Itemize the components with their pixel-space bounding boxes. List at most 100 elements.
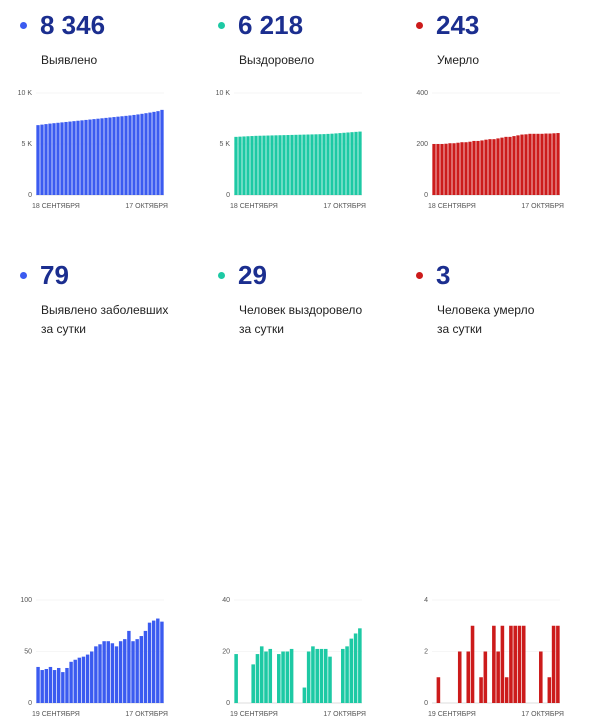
bar — [294, 134, 298, 195]
status-dot-icon — [20, 22, 27, 29]
bar — [496, 138, 500, 195]
bar — [246, 136, 250, 195]
stat-value: 79 — [40, 260, 69, 290]
x-start-label: 19 СЕНТЯБРЯ — [428, 711, 476, 718]
bar — [110, 643, 115, 703]
stat-value: 29 — [238, 260, 267, 290]
bar — [452, 143, 456, 195]
bar — [319, 648, 324, 703]
bar — [314, 134, 318, 195]
bar — [73, 659, 77, 703]
bar-chart: 10 K 5 K 018 СЕНТЯБРЯ 17 ОКТЯБРЯ — [216, 90, 366, 210]
bar — [277, 654, 281, 703]
bar — [484, 139, 488, 195]
bar — [40, 670, 44, 703]
bar — [492, 625, 496, 703]
x-end-label: 17 ОКТЯБРЯ — [323, 203, 366, 210]
bar — [278, 135, 282, 195]
bar — [322, 134, 326, 195]
stat-label-line: за сутки — [437, 322, 482, 336]
bar — [323, 648, 328, 703]
stat-label-line: Человек выздоровело — [239, 303, 363, 317]
bar — [302, 134, 306, 195]
y-tick-label: 10 K — [18, 90, 33, 97]
stat-panel-4: 79 Выявлено заболевших за сутки — [20, 250, 210, 482]
bar — [143, 630, 148, 703]
bar — [516, 135, 520, 195]
bar — [60, 122, 64, 195]
bar — [548, 133, 552, 195]
y-tick-label: 0 — [28, 700, 32, 707]
bar — [532, 133, 536, 195]
x-end-label: 17 ОКТЯБРЯ — [521, 203, 564, 210]
bar — [259, 646, 264, 703]
x-end-label: 17 ОКТЯБРЯ — [125, 203, 168, 210]
y-tick-label: 0 — [424, 700, 428, 707]
bar — [156, 111, 160, 195]
x-start-label: 18 СЕНТЯБРЯ — [428, 203, 476, 210]
bar — [160, 621, 164, 703]
bar — [432, 144, 436, 195]
bar — [108, 117, 112, 195]
bar — [266, 135, 270, 195]
bar — [254, 135, 258, 195]
bar — [504, 677, 509, 703]
stat-panel-1: 8 346 Выявлено — [20, 0, 210, 230]
bar — [436, 677, 441, 703]
stat-panel-2: 6 218 Выздоровело — [218, 0, 408, 230]
bar — [285, 651, 290, 703]
bar — [112, 117, 116, 195]
bar — [270, 135, 274, 195]
bar — [156, 618, 160, 703]
bar — [56, 667, 61, 703]
bar — [136, 114, 140, 195]
stat-value: 6 218 — [238, 10, 304, 40]
bar — [64, 121, 68, 195]
stat-label-line: за сутки — [41, 322, 86, 336]
bar — [44, 669, 49, 703]
bar — [358, 131, 362, 195]
bar — [56, 122, 60, 195]
y-tick-label: 0 — [424, 192, 428, 199]
stat-label-line: Выздоровело — [239, 53, 315, 67]
bar — [504, 136, 508, 195]
bar — [436, 144, 440, 195]
bar — [81, 656, 86, 703]
bar — [69, 661, 73, 703]
bar — [152, 111, 156, 195]
y-tick-label: 5 K — [219, 141, 230, 148]
bar — [268, 648, 273, 703]
bar — [460, 142, 464, 195]
bar — [302, 687, 307, 703]
bar — [104, 117, 108, 195]
status-dot-icon — [20, 272, 27, 279]
bar — [118, 641, 123, 703]
bar — [524, 134, 528, 195]
bar — [80, 120, 84, 195]
bar — [547, 677, 552, 703]
bar — [492, 139, 496, 195]
bar — [135, 639, 139, 703]
x-end-label: 17 ОКТЯБРЯ — [323, 711, 366, 718]
bar — [274, 135, 278, 195]
y-tick-label: 5 K — [21, 141, 32, 148]
bar — [539, 651, 543, 703]
bar — [123, 639, 127, 703]
bar — [328, 656, 332, 703]
bar — [330, 133, 334, 195]
y-tick-label: 2 — [424, 649, 428, 656]
status-dot-icon — [416, 22, 423, 29]
bar — [282, 135, 286, 195]
bar — [466, 651, 471, 703]
stat-value: 243 — [436, 10, 480, 40]
bar — [289, 648, 294, 703]
bar — [148, 112, 152, 195]
bar — [342, 132, 346, 195]
bar — [160, 109, 164, 195]
bar — [520, 134, 524, 195]
bar — [496, 651, 500, 703]
bar — [298, 134, 302, 195]
y-tick-label: 0 — [226, 192, 230, 199]
bar — [456, 142, 460, 195]
stat-label-line: за сутки — [239, 322, 284, 336]
